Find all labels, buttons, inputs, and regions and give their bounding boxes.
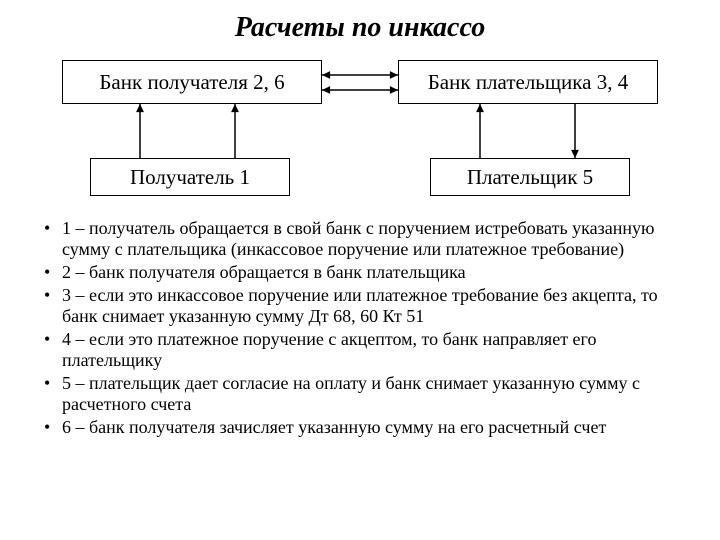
- node-payer: Плательщик 5: [430, 158, 630, 196]
- node-bank-recipient: Банк получателя 2, 6: [62, 60, 322, 104]
- list-item: 1 – получатель обращается в свой банк с …: [40, 218, 680, 260]
- node-label: Плательщик 5: [467, 165, 593, 190]
- list-item: 3 – если это инкассовое поручение или пл…: [40, 285, 680, 327]
- node-label: Банк получателя 2, 6: [99, 70, 284, 95]
- notes-list: 1 – получатель обращается в свой банк с …: [40, 218, 680, 440]
- node-label: Банк плательщика 3, 4: [428, 70, 628, 95]
- node-label: Получатель 1: [130, 165, 250, 190]
- list-item: 6 – банк получателя зачисляет указанную …: [40, 417, 680, 438]
- node-bank-payer: Банк плательщика 3, 4: [398, 60, 658, 104]
- list-item: 2 – банк получателя обращается в банк пл…: [40, 262, 680, 283]
- node-recipient: Получатель 1: [90, 158, 290, 196]
- list-item: 5 – плательщик дает согласие на оплату и…: [40, 373, 680, 415]
- page: Расчеты по инкассо Банк получателя 2, 6 …: [0, 0, 720, 540]
- list-item: 4 – если это платежное поручение с акцеп…: [40, 329, 680, 371]
- page-title: Расчеты по инкассо: [0, 12, 720, 44]
